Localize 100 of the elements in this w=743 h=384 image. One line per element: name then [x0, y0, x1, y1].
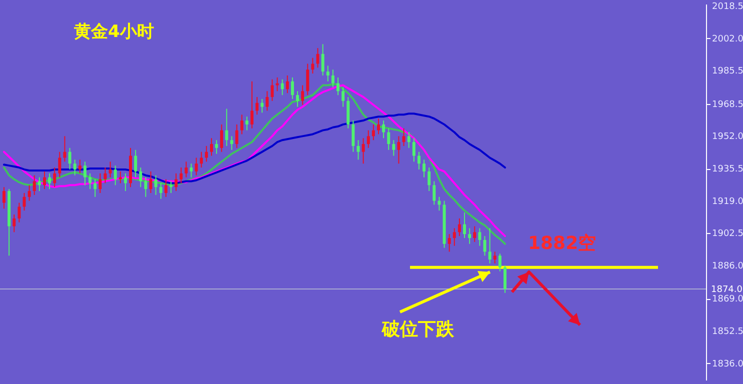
- candlestick: [235, 124, 238, 148]
- candlestick: [134, 149, 138, 178]
- candlestick: [2, 186, 6, 210]
- candlestick: [88, 172, 92, 190]
- candlestick: [190, 163, 193, 178]
- candlestick: [245, 116, 248, 131]
- candlestick: [448, 234, 451, 252]
- candlestick: [184, 161, 188, 178]
- candlestick: [397, 136, 400, 164]
- candlestick: [42, 170, 46, 190]
- candlestick: [402, 128, 406, 146]
- candlestick: [321, 44, 324, 76]
- candlestick: [306, 63, 310, 96]
- candlestick: [463, 212, 466, 239]
- y-tick-label: 1952.0: [712, 132, 743, 142]
- y-tick-label: 1985.5: [712, 66, 743, 77]
- candlestick: [428, 167, 431, 192]
- candlestick: [417, 151, 420, 170]
- candlestick: [296, 90, 300, 108]
- candlestick: [58, 151, 62, 178]
- candlestick: [256, 96, 259, 116]
- candlestick: [220, 124, 224, 152]
- candlestick: [504, 264, 506, 294]
- candlestick: [366, 130, 370, 148]
- candlestick: [376, 118, 380, 135]
- candlestick: [118, 170, 122, 184]
- y-tick-label: 2018.5: [712, 2, 743, 12]
- candlestick: [108, 161, 112, 178]
- y-tick-label: 2002.0: [712, 34, 743, 44]
- candlestick: [280, 78, 284, 96]
- candlestick: [159, 182, 162, 200]
- y-tick-label: 1886.0: [712, 261, 743, 272]
- candlestick: [210, 138, 213, 156]
- candlestick: [372, 124, 375, 141]
- candlestick: [412, 138, 416, 162]
- candlestick: [346, 96, 350, 129]
- candlestick: [78, 159, 82, 174]
- y-tick-label: 1852.5: [712, 327, 743, 338]
- candlestick: [301, 84, 304, 106]
- candlestick: [336, 76, 340, 96]
- candlestick: [22, 192, 26, 212]
- candlestick: [382, 120, 386, 139]
- candlestick: [432, 180, 436, 206]
- candlestick: [498, 253, 502, 272]
- text: 1882空: [528, 232, 596, 255]
- candlestick: [483, 236, 486, 256]
- candlestick: [225, 108, 228, 146]
- candlestick: [104, 167, 107, 184]
- candlestick: [290, 76, 294, 100]
- candlestick: [139, 167, 142, 188]
- candlestick: [200, 151, 203, 168]
- candlestick: [180, 167, 183, 184]
- candlestick: [28, 184, 31, 202]
- candlestick: [493, 251, 496, 264]
- candlestick: [194, 157, 198, 176]
- y-tick-label: 1902.5: [712, 229, 743, 240]
- candlestick: [356, 140, 360, 160]
- candlestick: [164, 178, 168, 198]
- candlestick: [316, 48, 320, 68]
- candlestick: [286, 74, 289, 94]
- y-tick-label: 1935.5: [712, 164, 743, 174]
- candlestick: [270, 78, 274, 102]
- candlestick: [407, 132, 410, 148]
- candlestick: [154, 174, 158, 196]
- candlestick: [215, 140, 218, 154]
- candlestick: [342, 86, 345, 108]
- candlestick: [387, 128, 390, 150]
- candlestick: [276, 76, 279, 92]
- candlestick: [468, 228, 472, 244]
- candlestick: [458, 218, 461, 237]
- candlestick: [260, 98, 264, 114]
- candlestick: [392, 140, 396, 156]
- candlestick: [149, 170, 152, 194]
- candlestick: [98, 172, 102, 194]
- text: 黄金4小时: [74, 21, 154, 43]
- candlestick: [352, 120, 355, 152]
- candlestick: [478, 228, 482, 246]
- y-tick-label: 1836.0: [712, 359, 743, 370]
- candlestick: [240, 114, 244, 135]
- candlestick: [473, 226, 476, 242]
- candlestick: [230, 136, 234, 150]
- candlestick: [48, 172, 52, 190]
- candlestick: [422, 159, 426, 178]
- candlestick: [73, 159, 76, 176]
- candlestick: [94, 178, 97, 198]
- candlestick: [114, 165, 117, 186]
- candlestick: [266, 90, 269, 112]
- candlestick: [488, 228, 492, 264]
- candlestick: [174, 172, 178, 192]
- candlestick: [68, 147, 72, 170]
- candlestick: [170, 180, 172, 194]
- candlestick: [32, 174, 36, 196]
- candlestick: [144, 176, 148, 198]
- candlestick: [250, 80, 254, 129]
- candlestick: [326, 65, 330, 82]
- y-tick-label: 1869.0: [712, 294, 743, 305]
- annotation: 破位下跌: [382, 318, 454, 341]
- candlestick: [362, 138, 365, 164]
- candlestick: [53, 167, 56, 188]
- ref-line-label: 1874.0: [711, 284, 743, 295]
